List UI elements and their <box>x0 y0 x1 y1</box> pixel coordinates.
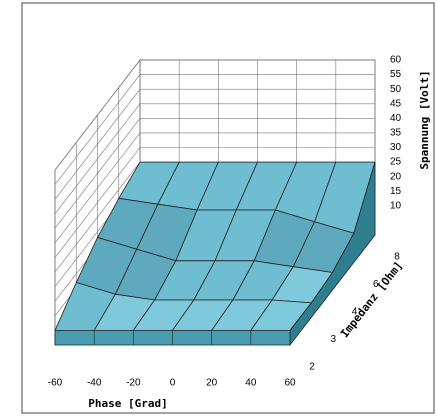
x-axis-title: Phase [Grad] <box>88 397 167 410</box>
x-tick-label: -40 <box>87 378 102 389</box>
z-tick-label: 35 <box>390 128 402 139</box>
z-tick-label: 10 <box>390 200 402 211</box>
y-tick-label: 6 <box>373 279 379 290</box>
z-tick-label: 20 <box>390 171 402 182</box>
x-tick-label: 0 <box>170 378 176 389</box>
z-tick-label: 15 <box>390 186 402 197</box>
z-tick-label: 45 <box>390 98 402 109</box>
y-axis-title: Impedanz [Ohm] <box>338 259 405 340</box>
y-tick-label: 4 <box>352 307 358 318</box>
z-tick-label: 50 <box>390 84 402 95</box>
y-tick-label: 2 <box>309 362 315 373</box>
y-tick-label: 8 <box>394 252 400 263</box>
y-tick-label: 3 <box>330 334 336 345</box>
z-axis-title: Spannung [Volt] <box>418 70 431 169</box>
x-tick-label: 40 <box>245 378 257 389</box>
z-tick-label: 60 <box>390 55 402 66</box>
frame <box>21 2 435 414</box>
x-tick-label: 20 <box>206 378 218 389</box>
z-tick-label: 55 <box>390 69 402 80</box>
z-tick-label: 30 <box>390 142 402 153</box>
x-tick-label: -20 <box>126 378 141 389</box>
z-tick-label: 40 <box>390 113 402 124</box>
x-tick-label: -60 <box>48 378 63 389</box>
z-tick-label: 25 <box>390 157 402 168</box>
x-tick-label: 60 <box>284 378 296 389</box>
side-face <box>289 161 376 347</box>
